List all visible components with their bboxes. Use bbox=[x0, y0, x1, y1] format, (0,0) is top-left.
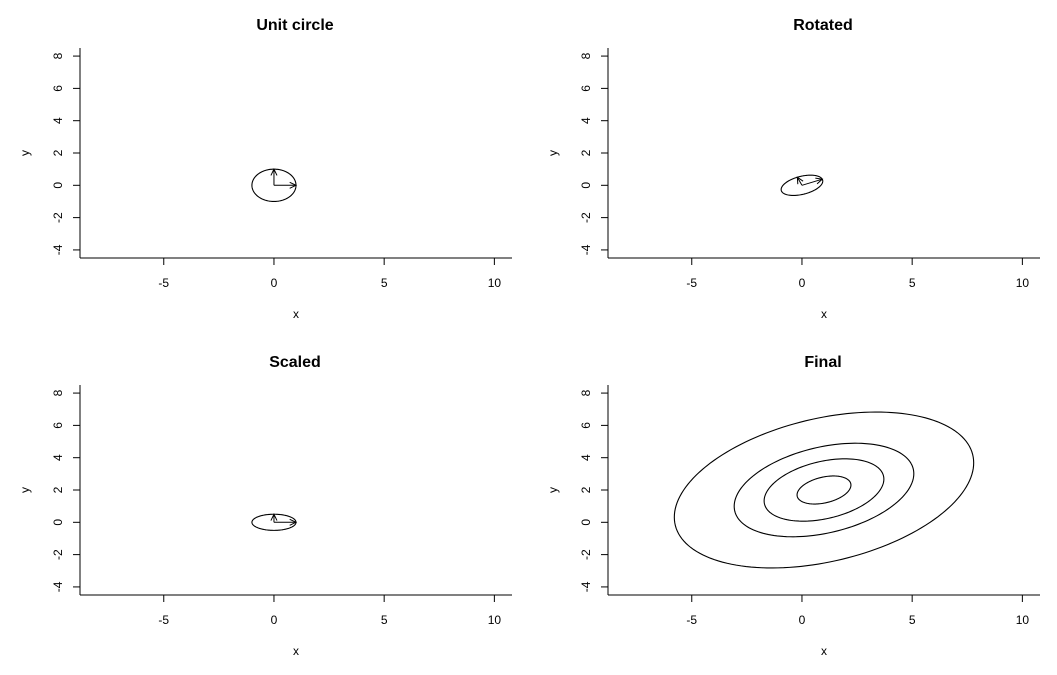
y-tick-label: 4 bbox=[579, 117, 593, 124]
y-tick-label: 4 bbox=[579, 454, 593, 461]
y-tick-label: 0 bbox=[579, 519, 593, 526]
y-tick-label: 2 bbox=[51, 486, 65, 493]
x-axis-label: x bbox=[293, 307, 299, 321]
panel-title: Unit circle bbox=[256, 17, 333, 34]
ellipse-contour bbox=[733, 442, 915, 538]
x-axis-label: x bbox=[821, 644, 827, 658]
y-tick-label: 6 bbox=[51, 85, 65, 92]
y-tick-label: 0 bbox=[51, 519, 65, 526]
chart-panel-2: Rotated -5 0 5 10 -4 -2 0 2 4 6 8 x y bbox=[546, 17, 1040, 321]
panel-title: Scaled bbox=[269, 354, 321, 371]
y-tick-label: 8 bbox=[51, 389, 65, 396]
y-tick-label: 2 bbox=[579, 149, 593, 156]
y-tick-label: 0 bbox=[51, 182, 65, 189]
y-tick-label: 6 bbox=[579, 85, 593, 92]
y-tick-label: 8 bbox=[579, 389, 593, 396]
y-axis-label: y bbox=[546, 150, 560, 156]
x-tick-label: 5 bbox=[909, 613, 916, 627]
x-tick-label: 5 bbox=[381, 276, 388, 290]
y-tick-label: 8 bbox=[51, 52, 65, 59]
y-tick-label: 4 bbox=[51, 454, 65, 461]
y-axis-label: y bbox=[546, 487, 560, 493]
ellipse-contour bbox=[673, 411, 975, 569]
y-tick-label: 4 bbox=[51, 117, 65, 124]
y-tick-label: -4 bbox=[51, 244, 65, 255]
basis-arrow bbox=[801, 178, 823, 186]
arrow-head bbox=[270, 168, 278, 176]
y-axis-label: y bbox=[18, 487, 32, 493]
arrow-head bbox=[289, 181, 298, 189]
arrow-head bbox=[796, 176, 804, 185]
y-tick-label: -2 bbox=[579, 549, 593, 560]
x-axis-label: x bbox=[293, 644, 299, 658]
x-tick-label: -5 bbox=[686, 276, 697, 290]
y-tick-label: -2 bbox=[579, 212, 593, 223]
y-tick-label: 2 bbox=[51, 149, 65, 156]
arrow-head bbox=[289, 518, 298, 526]
x-tick-label: 10 bbox=[1016, 276, 1030, 290]
y-tick-label: 6 bbox=[51, 422, 65, 429]
arrow-head bbox=[270, 513, 278, 521]
chart-panel-4: Final -5 0 5 10 -4 -2 0 2 4 6 8 x y bbox=[546, 354, 1040, 658]
x-tick-label: 5 bbox=[381, 613, 388, 627]
x-tick-label: -5 bbox=[686, 613, 697, 627]
ellipse-contour bbox=[763, 458, 885, 522]
x-tick-label: 0 bbox=[271, 613, 278, 627]
ellipse-contour bbox=[251, 168, 297, 203]
x-tick-label: 5 bbox=[909, 276, 916, 290]
y-tick-label: -4 bbox=[579, 581, 593, 592]
ellipse-contour bbox=[780, 174, 824, 196]
x-tick-label: 0 bbox=[799, 276, 806, 290]
x-tick-label: 10 bbox=[488, 613, 502, 627]
y-tick-label: 6 bbox=[579, 422, 593, 429]
arrow-head bbox=[815, 177, 824, 185]
chart-panel-3: Scaled -5 0 5 10 -4 -2 0 2 4 6 8 x y bbox=[18, 354, 512, 658]
y-tick-label: -2 bbox=[51, 212, 65, 223]
panel-title: Final bbox=[804, 354, 841, 371]
y-tick-label: -2 bbox=[51, 549, 65, 560]
panel-title: Rotated bbox=[793, 17, 853, 34]
ellipse-contour bbox=[796, 475, 852, 505]
x-tick-label: 0 bbox=[271, 276, 278, 290]
y-tick-label: 0 bbox=[579, 182, 593, 189]
basis-arrow bbox=[796, 176, 803, 186]
x-tick-label: 10 bbox=[1016, 613, 1030, 627]
y-tick-label: 2 bbox=[579, 486, 593, 493]
chart-panel-1: Unit circle -5 0 5 10 -4 -2 0 2 4 6 8 x y bbox=[18, 17, 512, 321]
y-tick-label: -4 bbox=[579, 244, 593, 255]
y-tick-label: -4 bbox=[51, 581, 65, 592]
y-axis-label: y bbox=[18, 150, 32, 156]
x-axis-label: x bbox=[821, 307, 827, 321]
x-tick-label: 10 bbox=[488, 276, 502, 290]
y-tick-label: 8 bbox=[579, 52, 593, 59]
ellipse-contour bbox=[251, 513, 297, 531]
x-tick-label: 0 bbox=[799, 613, 806, 627]
x-tick-label: -5 bbox=[158, 613, 169, 627]
x-tick-label: -5 bbox=[158, 276, 169, 290]
